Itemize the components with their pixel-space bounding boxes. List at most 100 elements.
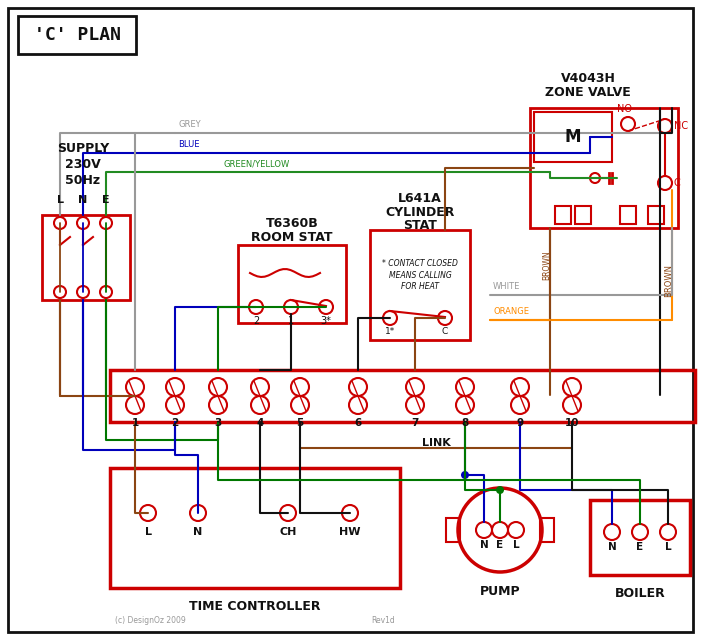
Text: NO: NO [618,104,633,114]
Circle shape [383,311,397,325]
Text: 3: 3 [214,418,222,428]
Circle shape [621,117,635,131]
Bar [110,468,400,588]
Circle shape [349,378,367,396]
Text: GREEN/YELLOW: GREEN/YELLOW [223,159,289,168]
Text: CYLINDER: CYLINDER [385,206,455,219]
Circle shape [54,286,66,298]
Text: 7: 7 [411,418,418,428]
Text: 1: 1 [288,316,294,326]
Text: 10: 10 [564,418,579,428]
Circle shape [406,396,424,414]
Text: V4043H: V4043H [561,72,616,85]
Bar [530,108,678,228]
Circle shape [563,396,581,414]
Circle shape [604,524,620,540]
Text: LINK: LINK [422,438,451,448]
Text: ROOM STAT: ROOM STAT [251,231,333,244]
Circle shape [461,471,469,479]
Circle shape [563,378,581,396]
Circle shape [126,396,144,414]
Circle shape [342,505,358,521]
Circle shape [166,378,184,396]
Circle shape [511,378,529,396]
Circle shape [100,217,112,229]
Text: * CONTACT CLOSED
MEANS CALLING
FOR HEAT: * CONTACT CLOSED MEANS CALLING FOR HEAT [382,259,458,291]
Bar [590,500,690,575]
Bar [620,206,636,224]
Bar [540,518,554,542]
Bar [534,112,612,162]
Circle shape [496,486,504,494]
Circle shape [100,286,112,298]
Text: L: L [145,527,152,537]
Text: 1*: 1* [385,327,395,336]
Text: N: N [479,540,489,550]
Text: 230V: 230V [65,158,101,171]
Text: 5: 5 [296,418,304,428]
Text: (c) DesignOz 2009: (c) DesignOz 2009 [115,616,186,625]
Circle shape [476,522,492,538]
Text: 6: 6 [355,418,362,428]
Text: BROWN: BROWN [542,250,551,280]
Text: L641A: L641A [398,192,442,204]
Text: L: L [512,540,519,550]
Circle shape [209,378,227,396]
Text: 2: 2 [253,316,259,326]
Circle shape [209,396,227,414]
Circle shape [140,505,156,521]
Circle shape [349,396,367,414]
Bar [370,230,470,340]
Bar [555,206,571,224]
Text: 'C' PLAN: 'C' PLAN [34,26,121,44]
Circle shape [166,396,184,414]
Text: 2: 2 [171,418,178,428]
Text: PUMP: PUMP [479,585,520,598]
Circle shape [251,378,269,396]
Circle shape [508,522,524,538]
Circle shape [251,396,269,414]
Text: 3*: 3* [321,316,331,326]
Bar [648,206,664,224]
Text: 1: 1 [131,418,138,428]
Text: HW: HW [339,527,361,537]
Circle shape [511,396,529,414]
Text: E: E [496,540,503,550]
Circle shape [456,396,474,414]
Text: NC: NC [674,121,688,131]
Text: 9: 9 [517,418,524,428]
Text: E: E [102,195,110,205]
Circle shape [658,119,672,133]
Circle shape [438,311,452,325]
Text: TIME CONTROLLER: TIME CONTROLLER [190,600,321,613]
Text: M: M [564,128,581,146]
Text: BLUE: BLUE [178,140,199,149]
Text: GREY: GREY [178,120,201,129]
Circle shape [190,505,206,521]
Circle shape [456,378,474,396]
Circle shape [660,524,676,540]
Text: E: E [637,542,644,552]
Text: C: C [442,327,448,336]
Text: L: L [56,195,63,205]
Bar [446,518,460,542]
Circle shape [632,524,648,540]
Text: BROWN: BROWN [664,263,673,297]
Text: Rev1d: Rev1d [371,616,395,625]
Text: STAT: STAT [403,219,437,231]
Circle shape [54,217,66,229]
Circle shape [126,378,144,396]
Text: N: N [193,527,203,537]
Text: T6360B: T6360B [265,217,319,229]
Bar [575,206,591,224]
Circle shape [249,300,263,314]
Text: N: N [79,195,88,205]
Bar [42,215,130,300]
Text: 8: 8 [461,418,469,428]
Bar [18,16,136,54]
Text: CH: CH [279,527,297,537]
Bar [110,370,695,422]
Circle shape [284,300,298,314]
Text: SUPPLY: SUPPLY [57,142,109,154]
Circle shape [291,396,309,414]
